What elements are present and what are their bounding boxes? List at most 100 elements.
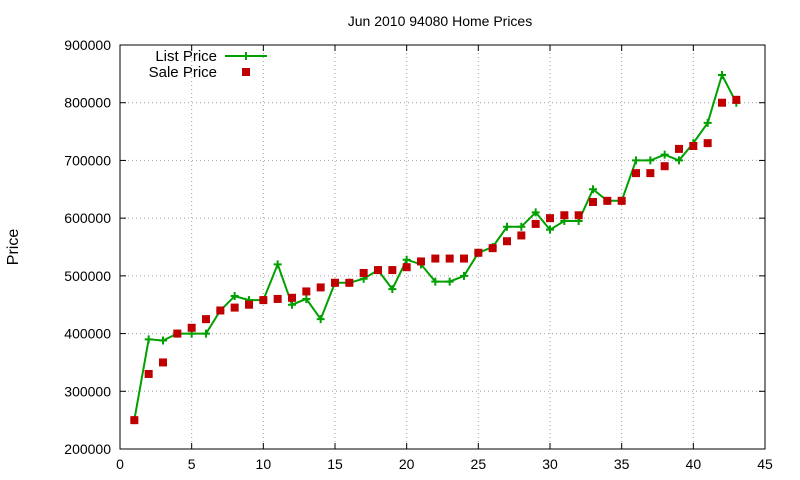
sale-price-point — [732, 95, 741, 104]
list-price-point — [431, 277, 440, 286]
x-tick-label: 45 — [757, 456, 773, 472]
legend-label-list-price: List Price — [155, 48, 217, 65]
sale-price-point — [273, 294, 282, 303]
x-tick-label: 5 — [188, 456, 196, 472]
legend-label-sale-price: Sale Price — [149, 64, 217, 81]
list-price-point — [273, 260, 282, 269]
sale-price-point — [345, 278, 354, 287]
x-tick-label: 30 — [542, 456, 558, 472]
sale-price-point — [632, 169, 640, 178]
series-sale-price — [130, 95, 741, 425]
list-price-point — [531, 208, 540, 217]
list-price-point — [402, 255, 411, 264]
sale-price-point — [460, 254, 468, 263]
sale-price-point — [359, 268, 368, 277]
x-tick-label: 25 — [471, 456, 487, 472]
list-price-point — [546, 225, 554, 234]
list-price-point — [445, 277, 454, 286]
sale-price-point — [431, 254, 440, 263]
sale-price-point — [130, 416, 139, 425]
axis-ticks: 0 5 10 15 20 25 30 35 40 45 200000 300000 400000 5000… — [64, 37, 773, 472]
list-price-point — [589, 185, 597, 194]
list-price-point — [388, 285, 397, 294]
y-axis-label: Price — [5, 229, 22, 266]
list-price-line — [133, 72, 738, 421]
x-tick-label: 35 — [614, 456, 630, 472]
sale-price-point — [517, 231, 526, 240]
sale-price-point — [288, 293, 296, 302]
list-price-point — [632, 156, 640, 165]
series-list-price — [130, 71, 741, 425]
list-price-point — [646, 156, 655, 165]
sale-price-point — [331, 278, 339, 287]
sale-price-point — [718, 98, 726, 107]
sale-price-point — [230, 303, 239, 312]
list-price-point — [288, 300, 296, 309]
x-tick-label: 10 — [256, 456, 272, 472]
list-price-point — [718, 71, 726, 80]
x-tick-label: 0 — [116, 456, 124, 472]
legend-marker-sale-price — [242, 68, 250, 76]
sale-price-point — [560, 211, 569, 220]
sale-price-point — [173, 329, 182, 338]
sale-price-point — [617, 196, 626, 205]
x-tick-label: 40 — [686, 456, 702, 472]
list-price-point — [144, 335, 153, 344]
sale-price-point — [445, 254, 454, 263]
sale-price-point — [159, 358, 167, 367]
y-tick-label: 400000 — [64, 326, 111, 342]
sale-price-point — [603, 196, 612, 205]
sale-price-point — [202, 315, 210, 324]
sale-price-point — [144, 369, 153, 378]
sale-price-point — [531, 219, 540, 228]
y-tick-label: 700000 — [64, 152, 111, 168]
y-tick-label: 200000 — [64, 441, 111, 457]
sale-price-point — [474, 248, 483, 257]
sale-price-point — [187, 323, 196, 332]
sale-price-point — [503, 237, 511, 246]
list-price-point — [202, 329, 210, 338]
sale-price-point — [316, 283, 325, 292]
list-price-point — [703, 118, 712, 127]
sale-price-point — [689, 142, 698, 150]
sale-price-point — [216, 306, 225, 315]
list-price-point — [460, 271, 468, 280]
list-price-point — [517, 222, 526, 231]
y-tick-label: 600000 — [64, 210, 111, 226]
list-price-point — [159, 336, 167, 345]
chart-title: Jun 2010 94080 Home Prices — [348, 13, 532, 29]
x-tick-label: 20 — [399, 456, 415, 472]
sale-price-point — [417, 257, 425, 266]
list-price-point — [302, 294, 311, 303]
sale-price-point — [589, 197, 597, 206]
y-tick-label: 500000 — [64, 268, 111, 284]
sale-price-point — [675, 144, 683, 153]
sale-price-point — [388, 266, 397, 275]
list-price-point — [316, 315, 325, 324]
grid — [120, 45, 765, 449]
list-price-point — [660, 150, 669, 159]
sale-price-point — [546, 214, 554, 223]
sale-price-point — [259, 296, 268, 305]
sale-price-point — [488, 244, 497, 253]
y-tick-label: 800000 — [64, 95, 111, 111]
list-price-point — [675, 156, 683, 165]
plot-frame — [119, 44, 766, 450]
sale-price-point — [374, 266, 382, 275]
sale-price-point — [402, 263, 411, 272]
sale-price-point — [574, 211, 583, 220]
sale-price-point — [646, 169, 655, 178]
legend-marker-list-price — [242, 52, 250, 60]
y-tick-label: 900000 — [64, 37, 111, 53]
sale-price-point — [245, 300, 253, 309]
list-price-point — [230, 292, 239, 301]
x-tick-label: 15 — [327, 456, 343, 472]
y-tick-label: 300000 — [64, 383, 111, 399]
series — [130, 71, 741, 425]
sale-price-point — [302, 287, 311, 296]
sale-price-point — [703, 139, 712, 148]
sale-price-point — [660, 162, 669, 171]
list-price-point — [503, 222, 511, 231]
